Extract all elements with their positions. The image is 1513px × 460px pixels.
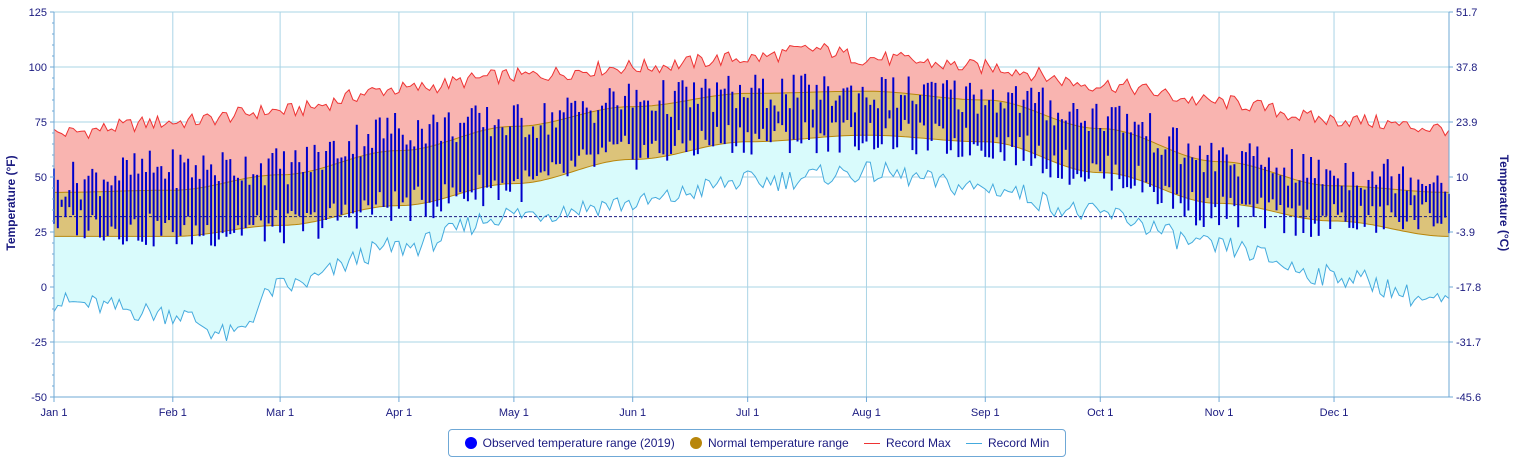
y-axis-left-title: Temperature (°F) xyxy=(4,155,18,250)
y-tick-right-label: 37.8 xyxy=(1456,62,1477,74)
y-tick-right-label: -17.8 xyxy=(1456,282,1481,294)
y-tick-right-label: 51.7 xyxy=(1456,7,1477,19)
x-tick-label: Dec 1 xyxy=(1320,407,1349,419)
y-tick-left-label: 125 xyxy=(29,7,47,19)
record-min-area xyxy=(54,135,1449,341)
y-tick-right-label: 23.9 xyxy=(1456,117,1477,129)
record-lines xyxy=(53,42,1450,342)
x-tick-label: Nov 1 xyxy=(1205,407,1234,419)
y-tick-left-label: 50 xyxy=(35,172,47,184)
legend-item-record-max[interactable]: Record Max xyxy=(864,436,951,450)
x-tick-label: Apr 1 xyxy=(386,407,412,419)
x-tick-label: Jul 1 xyxy=(736,407,759,419)
y-tick-right-label: -31.7 xyxy=(1456,337,1481,349)
observed-legend-marker xyxy=(464,437,477,449)
record-max-area xyxy=(54,43,1449,193)
y-axis-right-title: Temperature (°C) xyxy=(1497,155,1511,252)
record-min-line xyxy=(53,161,1450,342)
legend-label-normal: Normal temperature range xyxy=(708,436,849,450)
legend: Observed temperature range (2019) Normal… xyxy=(448,429,1066,457)
y-tick-right-label: 10 xyxy=(1456,172,1468,184)
y-tick-left-label: -25 xyxy=(31,337,47,349)
x-tick-label: Mar 1 xyxy=(266,407,294,419)
legend-item-record-min[interactable]: Record Min xyxy=(965,436,1050,450)
x-tick-label: Sep 1 xyxy=(971,407,1000,419)
y-tick-left-label: 0 xyxy=(41,282,47,294)
legend-item-normal[interactable]: Normal temperature range xyxy=(690,436,849,450)
x-tick-label: Aug 1 xyxy=(852,407,881,419)
y-tick-right-label: -3.9 xyxy=(1456,227,1475,239)
legend-label-observed: Observed temperature range (2019) xyxy=(482,436,675,450)
y-tick-left-label: 100 xyxy=(29,62,47,74)
x-tick-label: Jun 1 xyxy=(619,407,646,419)
x-tick-label: Oct 1 xyxy=(1087,407,1113,419)
legend-item-observed[interactable]: Observed temperature range (2019) xyxy=(464,436,675,450)
observed-bars xyxy=(53,73,1450,247)
y-tick-right-label: -45.6 xyxy=(1456,392,1481,404)
normal-legend-marker xyxy=(690,437,702,449)
y-tick-left-label: 25 xyxy=(35,227,47,239)
x-tick-label: May 1 xyxy=(499,407,529,419)
y-tick-left-label: -50 xyxy=(31,392,47,404)
legend-label-record-max: Record Max xyxy=(886,436,951,450)
x-tick-label: Jan 1 xyxy=(41,407,68,419)
record-max-line xyxy=(53,42,1450,140)
record-max-legend-marker xyxy=(864,442,880,444)
legend-label-record-min: Record Min xyxy=(987,436,1050,450)
record-min-legend-marker xyxy=(965,442,982,444)
temperature-chart: 125 100 75 50 25 0 -25 -50 51.7 37.8 23.9 10 -3.9 -17… xyxy=(4,7,1511,419)
x-tick-label: Feb 1 xyxy=(159,407,187,419)
y-tick-left-label: 75 xyxy=(35,117,47,129)
axes: 125 100 75 50 25 0 -25 -50 51.7 37.8 23.9 10 -3.9 -17… xyxy=(29,7,1481,419)
